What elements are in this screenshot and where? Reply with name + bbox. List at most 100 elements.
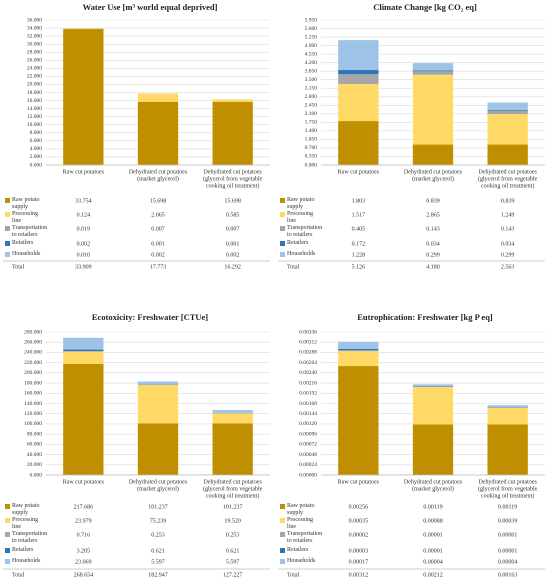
y-tick-label: 36.000 (27, 17, 42, 23)
table-value: 0.00039 (498, 518, 518, 524)
legend-swatch (280, 198, 285, 203)
legend-label: Raw potato supply (287, 503, 315, 516)
table-value: 0.034 (501, 241, 515, 247)
y-tick-label: 18.000 (27, 90, 42, 96)
legend-label: Retailers (12, 547, 34, 553)
bar-segment (137, 384, 179, 424)
legend-swatch (280, 548, 285, 553)
y-tick-label: 4.000 (30, 146, 43, 152)
legend-label: Processing line (287, 211, 313, 224)
y-tick-label: 180.000 (24, 380, 42, 386)
y-tick-label: 3.500 (305, 77, 318, 83)
bar-segment (137, 101, 179, 165)
table-value: 0.00004 (498, 559, 518, 565)
table-value: 0.839 (501, 198, 515, 204)
bar-segment (338, 341, 379, 350)
y-tick-label: 2.800 (305, 94, 318, 100)
x-tick-label: (glycerol from vegetable (478, 485, 538, 492)
x-tick-label: (glycerol from vegetable (203, 485, 263, 492)
x-tick-label: Dehydrated cut potatoes (204, 479, 263, 485)
y-tick-label: 0.00192 (299, 391, 317, 397)
y-tick-label: 60.000 (27, 442, 42, 448)
table-value: 0.253 (226, 532, 240, 538)
legend-label: Households (12, 558, 41, 564)
table-value: 0.124 (77, 212, 91, 218)
x-tick-label: Raw cut potatoes (63, 479, 105, 485)
bar-segment (338, 70, 379, 75)
total-label: Total (12, 264, 25, 270)
table-value: 0.143 (426, 226, 440, 232)
table-value: 1.249 (501, 212, 515, 218)
table-value: 0.00001 (423, 548, 443, 554)
x-tick-label: (market glycerol) (412, 485, 454, 492)
bar-segment (487, 424, 528, 475)
total-value: 0.00312 (349, 572, 369, 578)
bar-segment (412, 386, 454, 425)
y-tick-label: 220.000 (24, 360, 42, 366)
legend-label: Retailers (287, 240, 309, 246)
legend-swatch (5, 252, 10, 257)
y-tick-label: 80.000 (27, 431, 42, 437)
table-value: 0.00001 (498, 548, 518, 554)
y-tick-label: 5.950 (305, 17, 318, 23)
table-value: 0.007 (226, 226, 240, 232)
y-tick-label: 2.450 (305, 103, 318, 109)
y-tick-label: 24.000 (27, 66, 42, 72)
x-tick-label: Dehydrated cut potatoes (204, 169, 263, 175)
x-tick-label: Raw cut potatoes (63, 169, 105, 175)
y-tick-label: 0.000 (30, 162, 43, 168)
total-label: Total (287, 264, 300, 270)
table-value: 15.698 (224, 198, 241, 204)
x-tick-label: (market glycerol) (137, 175, 179, 182)
y-tick-label: 3.850 (305, 68, 318, 74)
legend-label: Processing line (12, 211, 38, 224)
x-tick-label: Dehydrated cut potatoes (129, 479, 188, 485)
bar-segment (412, 384, 454, 387)
y-tick-label: 28.000 (27, 49, 42, 55)
legend-swatch (5, 241, 10, 246)
y-tick-label: 0.00144 (299, 411, 317, 417)
y-tick-label: 5.250 (305, 34, 318, 40)
y-tick-label: 1.050 (305, 137, 318, 143)
bar-segment (338, 84, 379, 122)
table-value: 0.00119 (498, 504, 517, 510)
table-value: 101.237 (148, 504, 168, 510)
x-tick-label: Raw cut potatoes (338, 479, 380, 485)
total-label: Total (12, 572, 25, 578)
y-tick-label: 240.000 (24, 350, 42, 356)
legend-swatch (5, 198, 10, 203)
legend-label: Transportation to retailers (12, 531, 48, 544)
y-tick-label: 4.550 (305, 51, 318, 57)
table-value: 0.585 (226, 212, 240, 218)
bar-segment (412, 70, 454, 72)
x-tick-label: (market glycerol) (412, 175, 454, 182)
legend-swatch (280, 532, 285, 537)
table-value: 15.698 (150, 198, 167, 204)
y-tick-label: 0.00096 (299, 431, 317, 437)
table-value: 3.205 (77, 548, 91, 554)
legend-swatch (280, 241, 285, 246)
legend-swatch (280, 504, 285, 509)
y-tick-label: 100.000 (24, 421, 42, 427)
table-value: 0.007 (151, 226, 165, 232)
table-value: 0.034 (426, 241, 440, 247)
legend-label: Transportation to retailers (287, 225, 323, 238)
table-value: 0.143 (501, 226, 515, 232)
x-tick-label: Dehydrated cut potatoes (479, 479, 538, 485)
table-value: 19.520 (224, 518, 241, 524)
legend-swatch (5, 518, 10, 523)
table-value: 0.621 (151, 548, 165, 554)
y-tick-label: 0.000 (305, 162, 318, 168)
bar-segment (63, 363, 104, 475)
x-tick-label: Dehydrated cut potatoes (129, 169, 188, 175)
y-tick-label: 0.00216 (299, 380, 317, 386)
legend-swatch (280, 226, 285, 231)
table-value: 2.865 (426, 212, 440, 218)
total-label: Total (287, 572, 300, 578)
legend-label: Households (287, 251, 316, 257)
bar-segment (412, 71, 454, 75)
bar-segment (212, 413, 253, 424)
legend-label: Raw potato supply (12, 197, 40, 210)
